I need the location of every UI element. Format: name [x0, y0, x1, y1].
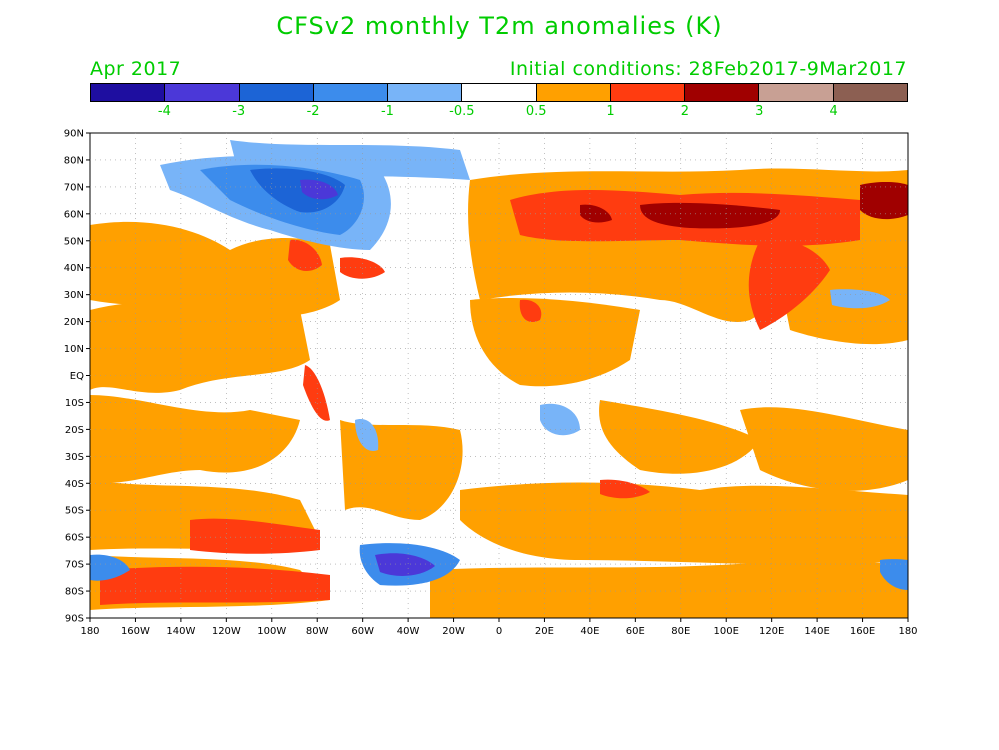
- lat-label: 40S: [65, 479, 84, 490]
- color-scale-segment: [91, 84, 166, 101]
- latitude-ticks: 90N 80N 70N 60N 50N 40N 30N 20N 10N EQ 10S 20S 30S 40…: [64, 129, 908, 625]
- color-scale-segment: [165, 84, 240, 101]
- color-scale-label: 3: [755, 104, 764, 119]
- lon-label: 140W: [166, 626, 195, 637]
- lat-label: 20S: [65, 425, 84, 436]
- color-scale-label: -1: [380, 104, 394, 119]
- color-scale-segment: [239, 84, 314, 101]
- color-scale-label: 2: [680, 104, 690, 119]
- lon-label: 20E: [535, 626, 554, 637]
- lat-label: 80N: [64, 155, 84, 166]
- lon-label: 180: [80, 626, 99, 637]
- lat-label: 40N: [64, 263, 84, 274]
- lon-label: 20W: [442, 626, 465, 637]
- color-scale-labels: -4 -3 -2 -1 -0.5 0.5 1 2 3 4: [0, 104, 999, 122]
- color-scale-label: -4: [157, 104, 171, 119]
- lat-label: 90N: [64, 129, 84, 140]
- lon-label: 100E: [714, 626, 739, 637]
- color-scale-segment: [685, 84, 760, 101]
- lon-label: 160E: [850, 626, 875, 637]
- lon-label: 160W: [121, 626, 150, 637]
- lat-label: 50S: [65, 506, 84, 517]
- lon-label: 180: [898, 626, 917, 637]
- color-scale-label: 4: [829, 104, 838, 119]
- lat-label: 80S: [65, 587, 84, 598]
- lat-label: 50N: [64, 236, 84, 247]
- color-scale-label: 0.5: [525, 104, 547, 119]
- color-scale-segment: [759, 84, 834, 101]
- color-scale-label: -3: [232, 104, 246, 119]
- lon-label: 140E: [804, 626, 829, 637]
- lon-label: 60W: [351, 626, 374, 637]
- lat-label: 30S: [65, 452, 84, 463]
- lat-label: 60S: [65, 533, 84, 544]
- color-scale-segment: [833, 84, 907, 101]
- lat-label: 60N: [64, 209, 84, 220]
- color-scale-label: -0.5: [449, 104, 475, 119]
- lat-label: EQ: [70, 371, 84, 382]
- lon-label: 40E: [580, 626, 599, 637]
- lat-label: 70N: [64, 182, 84, 193]
- lon-label: 100W: [257, 626, 286, 637]
- lat-label: 30N: [64, 290, 84, 301]
- color-scale-segment: [462, 84, 537, 101]
- lon-label: 40W: [397, 626, 420, 637]
- color-scale-segment: [610, 84, 686, 101]
- lon-label: 0: [496, 626, 502, 637]
- initial-conditions-label: Initial conditions: 28Feb2017-9Mar2017: [509, 58, 907, 80]
- cold-regions: [90, 155, 908, 590]
- lat-label: 10S: [65, 398, 84, 409]
- lat-label: 70S: [65, 560, 84, 571]
- lon-label: 120W: [212, 626, 241, 637]
- color-scale-segment: [536, 84, 611, 101]
- lat-label: 90S: [65, 614, 84, 625]
- lon-label: 80E: [671, 626, 690, 637]
- color-scale-segment: [313, 84, 389, 101]
- color-scale-segment: [388, 84, 463, 101]
- lon-label: 60E: [626, 626, 645, 637]
- lon-label: 80W: [306, 626, 329, 637]
- color-scale-bar: [90, 83, 908, 102]
- lat-label: 10N: [64, 344, 84, 355]
- map-title: CFSv2 monthly T2m anomalies (K): [276, 12, 723, 40]
- color-scale-label: 1: [606, 104, 615, 119]
- valid-month-label: Apr 2017: [90, 58, 182, 80]
- lat-label: 20N: [64, 317, 84, 328]
- longitude-ticks: 180 160W 140W 120W 100W 80W 60W 40W 20W 0 20E 40E 60…: [80, 133, 918, 637]
- color-scale-label: -2: [306, 104, 320, 119]
- lon-label: 120E: [759, 626, 784, 637]
